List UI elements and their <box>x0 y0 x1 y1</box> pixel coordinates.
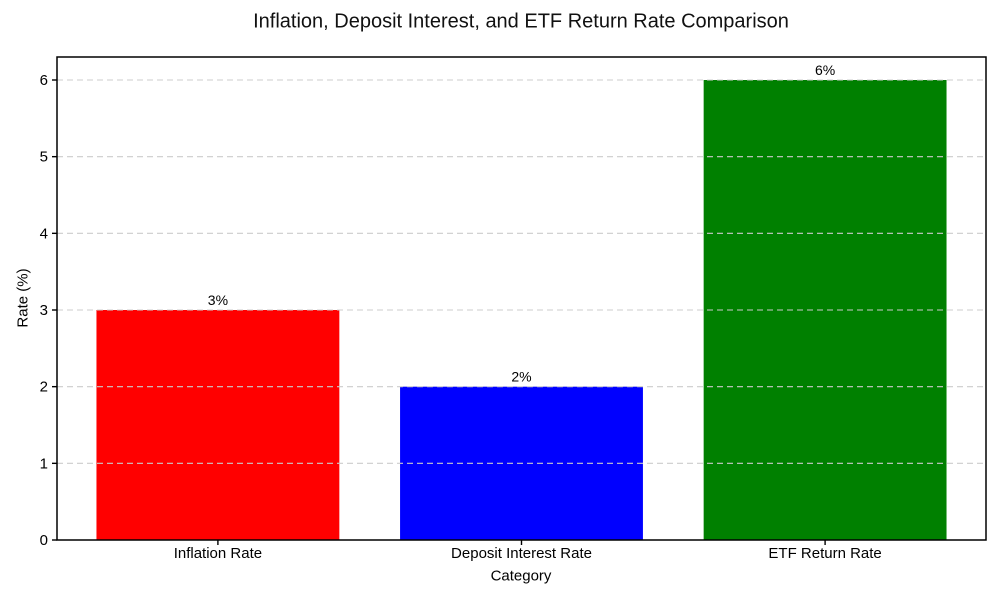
x-tick-label: Inflation Rate <box>174 545 262 562</box>
y-tick-label: 6 <box>40 72 48 89</box>
y-tick-label: 0 <box>40 532 48 549</box>
y-tick-label: 3 <box>40 302 48 319</box>
bar-value-label: 3% <box>208 292 228 308</box>
chart-title: Inflation, Deposit Interest, and ETF Ret… <box>253 10 789 33</box>
x-tick-label: Deposit Interest Rate <box>451 545 592 562</box>
bar-1 <box>96 310 340 540</box>
bar-3 <box>703 80 947 540</box>
bar-value-label: 6% <box>815 62 835 78</box>
x-axis-label: Category <box>490 567 552 585</box>
x-tick-label: ETF Return Rate <box>768 545 881 562</box>
y-tick-label: 4 <box>40 225 48 242</box>
y-tick-label: 1 <box>40 455 48 472</box>
y-tick-label: 5 <box>40 149 48 166</box>
y-tick-label: 2 <box>40 379 48 396</box>
bar-value-label: 2% <box>511 369 531 385</box>
